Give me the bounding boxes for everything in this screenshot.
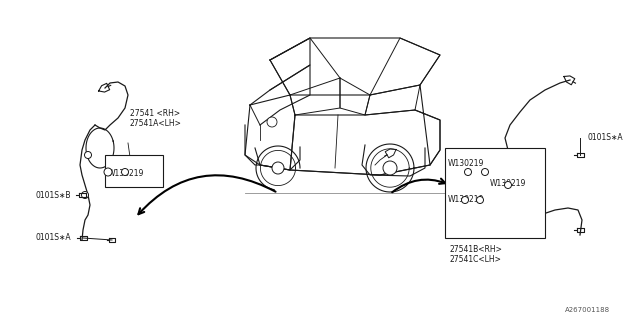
Circle shape [81, 191, 88, 198]
Bar [445, 148, 545, 238]
Circle shape [461, 196, 468, 204]
Circle shape [122, 169, 129, 175]
Circle shape [84, 151, 92, 158]
Text: 27541B<RH>: 27541B<RH> [450, 245, 503, 254]
Text: 0101S∗B: 0101S∗B [35, 190, 70, 199]
Text: 27541C<LH>: 27541C<LH> [450, 255, 502, 265]
Circle shape [383, 161, 397, 175]
Text: W130219: W130219 [448, 196, 484, 204]
Bar [105, 155, 163, 187]
Text: W130219: W130219 [448, 158, 484, 167]
Text: A267001188: A267001188 [565, 307, 610, 313]
Circle shape [104, 168, 112, 176]
Text: 27541 <RH>: 27541 <RH> [130, 108, 180, 117]
Circle shape [267, 117, 277, 127]
Text: W130219: W130219 [108, 169, 145, 178]
Text: W130219: W130219 [490, 179, 526, 188]
Text: 0101S∗A: 0101S∗A [36, 234, 72, 243]
Circle shape [477, 196, 483, 204]
Text: 27541A<LH>: 27541A<LH> [130, 118, 182, 127]
Circle shape [272, 162, 284, 174]
Circle shape [465, 169, 472, 175]
Circle shape [481, 169, 488, 175]
Circle shape [504, 181, 511, 188]
Text: 0101S∗A: 0101S∗A [588, 133, 623, 142]
